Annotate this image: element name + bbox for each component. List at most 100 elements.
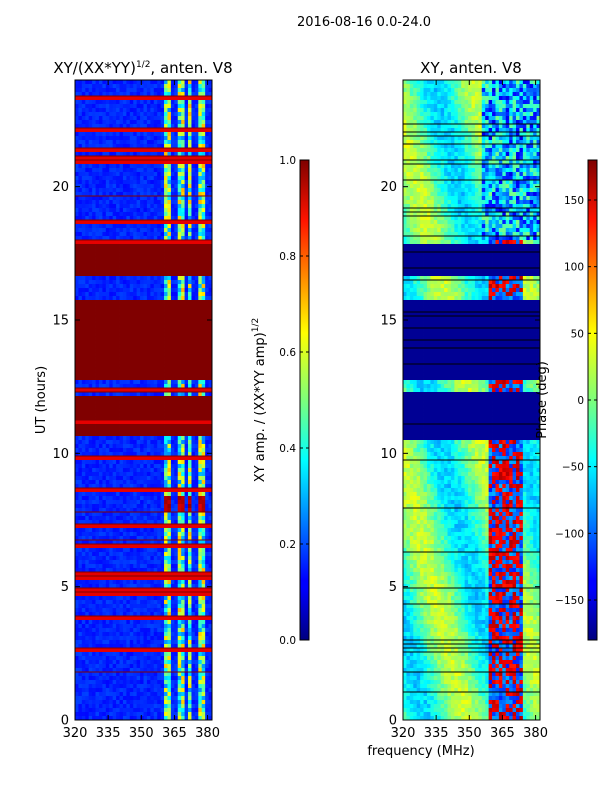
heatmap-cell (174, 360, 179, 365)
heatmap-cell (174, 180, 179, 185)
heatmap-cell (126, 384, 131, 389)
heatmap-cell (140, 540, 144, 545)
heatmap-cell (146, 464, 151, 469)
heatmap-cell (109, 264, 114, 269)
heatmap-cell (194, 264, 199, 269)
heatmap-cell (205, 356, 209, 361)
heatmap-cell (136, 324, 141, 329)
heatmap-cell (92, 200, 96, 205)
heatmap-cell (170, 160, 175, 165)
heatmap-cell (177, 324, 182, 329)
heatmap-cell (184, 460, 189, 465)
heatmap-cell (201, 172, 206, 177)
heatmap-cell (205, 256, 209, 261)
heatmap-cell (188, 264, 192, 269)
heatmap-cell (181, 192, 185, 197)
heatmap-cell (95, 120, 100, 125)
heatmap-cell (201, 436, 206, 441)
heatmap-cell (146, 84, 151, 89)
heatmap-cell (88, 272, 93, 277)
heatmap-cell (170, 456, 175, 461)
heatmap-cell (92, 412, 96, 417)
heatmap-cell (160, 344, 165, 349)
heatmap-cell (164, 560, 168, 565)
heatmap-cell (184, 100, 189, 105)
heatmap-cell (201, 452, 206, 457)
heatmap-cell (184, 528, 189, 533)
heatmap-cell (170, 436, 175, 441)
heatmap-cell (191, 368, 196, 373)
heatmap-cell (146, 280, 151, 285)
heatmap-cell (88, 180, 93, 185)
heatmap-cell (81, 216, 86, 221)
heatmap-cell (102, 192, 107, 197)
heatmap-cell (191, 448, 196, 453)
heatmap-cell (105, 104, 110, 109)
heatmap-cell (140, 336, 144, 341)
heatmap-cell (116, 104, 120, 109)
heatmap-cell (75, 148, 79, 153)
heatmap-cell (133, 380, 138, 385)
heatmap-cell (92, 384, 96, 389)
heatmap-cell (188, 236, 192, 241)
heatmap-cell (157, 304, 162, 309)
heatmap-cell (201, 348, 206, 353)
heatmap-cell (116, 492, 120, 497)
heatmap-cell (153, 364, 158, 369)
heatmap-cell (208, 304, 212, 309)
heatmap-cell (177, 340, 182, 345)
heatmap-cell (78, 372, 83, 377)
heatmap-cell (109, 316, 114, 321)
heatmap-cell (102, 404, 107, 409)
heatmap-cell (174, 268, 179, 273)
heatmap-cell (102, 400, 107, 405)
heatmap-cell (119, 456, 124, 461)
heatmap-cell (102, 392, 107, 397)
heatmap-cell (129, 136, 134, 141)
heatmap-cell (143, 316, 148, 321)
heatmap-cell (146, 224, 151, 229)
heatmap-cell (136, 152, 141, 157)
heatmap-cell (85, 168, 90, 173)
heatmap-cell (122, 236, 127, 241)
heatmap-cell (102, 368, 107, 373)
heatmap-cell (136, 104, 141, 109)
heatmap-cell (85, 480, 90, 485)
heatmap-cell (205, 440, 209, 445)
heatmap-cell (140, 392, 144, 397)
heatmap-cell (136, 404, 141, 409)
heatmap-cell (105, 468, 110, 473)
heatmap-cell (208, 320, 212, 325)
heatmap-cell (153, 512, 158, 517)
heatmap-cell (143, 168, 148, 173)
heatmap-cell (122, 404, 127, 409)
heatmap-cell (160, 364, 165, 369)
heatmap-cell (191, 352, 196, 357)
heatmap-cell (133, 436, 138, 441)
heatmap-cell (78, 316, 83, 321)
heatmap-cell (140, 528, 144, 533)
heatmap-cell (194, 108, 199, 113)
heatmap-cell (92, 144, 96, 149)
heatmap-cell (119, 284, 124, 289)
heatmap-cell (143, 236, 148, 241)
heatmap-cell (116, 484, 120, 489)
heatmap-cell (140, 268, 144, 273)
heatmap-cell (105, 356, 110, 361)
heatmap-cell (170, 152, 175, 157)
heatmap-cell (150, 508, 155, 513)
heatmap-cell (194, 224, 199, 229)
heatmap-cell (146, 156, 151, 161)
heatmap-cell (122, 160, 127, 165)
heatmap-cell (174, 400, 179, 405)
heatmap-cell (98, 380, 103, 385)
heatmap-cell (208, 544, 212, 549)
heatmap-cell (119, 224, 124, 229)
heatmap-cell (105, 396, 110, 401)
heatmap-cell (140, 308, 144, 313)
heatmap-cell (140, 260, 144, 265)
heatmap-cell (174, 416, 179, 421)
heatmap-cell (122, 544, 127, 549)
heatmap-cell (170, 92, 175, 97)
heatmap-cell (126, 184, 131, 189)
